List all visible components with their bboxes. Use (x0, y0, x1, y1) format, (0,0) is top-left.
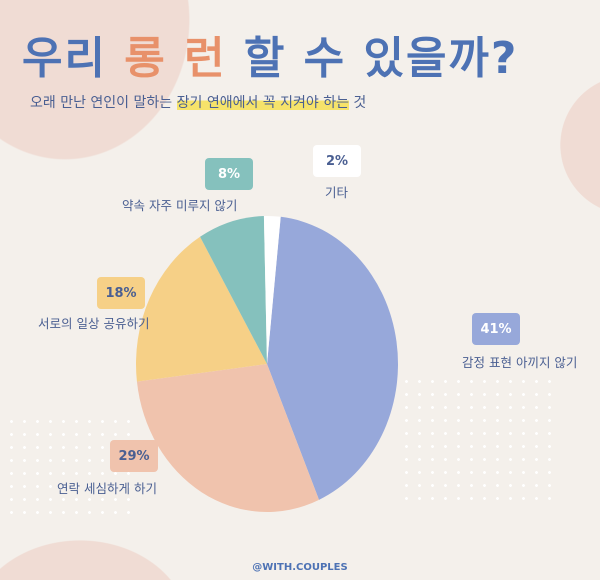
slice-label: 기타 (325, 185, 349, 200)
pie-slice-2 (136, 236, 267, 382)
slice-value: 8% (217, 166, 241, 182)
slice-value-badge: 18% (97, 277, 145, 309)
decor-dots (400, 375, 560, 505)
pie-slice-4 (263, 216, 281, 364)
page-title: 우리 롱 런 할 수 있을까? (22, 22, 518, 86)
title-accent: 롱 런 (124, 33, 227, 84)
slice-label: 감정 표현 아끼지 않기 (462, 355, 578, 370)
slice-value: 29% (118, 448, 150, 464)
pie-slice-0 (267, 216, 399, 500)
slice-value-badge: 29% (110, 440, 158, 472)
title-text: 할 수 있을까? (226, 33, 519, 84)
subtitle: 오래 만난 연인이 말하는 장기 연애에서 꼭 지켜야 하는 것 (30, 92, 366, 112)
subtitle-text: 오래 만난 연인이 말하는 (30, 95, 177, 111)
slice-value-badge: 2% (313, 145, 361, 177)
slice-value: 2% (325, 153, 349, 169)
subtitle-text: 것 (348, 95, 367, 111)
pie-slice-3 (200, 216, 267, 364)
slice-value: 41% (480, 321, 512, 337)
decor-dots (5, 415, 130, 515)
pie-slice-1 (136, 364, 320, 512)
footer-handle: @WITH.COUPLES (252, 562, 348, 573)
slice-label: 연락 세심하게 하기 (57, 481, 157, 496)
slice-value-badge: 41% (472, 313, 520, 345)
subtitle-highlight: 장기 연애에서 꼭 지켜야 하는 (176, 95, 349, 111)
slice-label: 약속 자주 미루지 않기 (122, 198, 238, 213)
slice-value-badge: 8% (205, 158, 253, 190)
title-text: 우리 (22, 33, 125, 84)
slice-value: 18% (105, 285, 137, 301)
slice-label: 서로의 일상 공유하기 (38, 316, 150, 331)
